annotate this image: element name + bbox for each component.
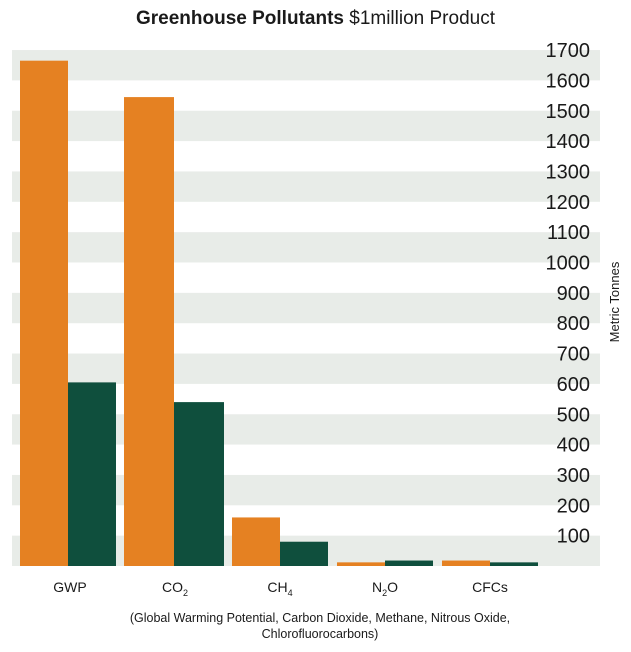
chart-title-bold: Greenhouse Pollutants	[135, 8, 344, 29]
grid-band	[12, 50, 600, 81]
bar-orange	[232, 517, 280, 566]
y-tick-label: 1300	[546, 161, 591, 183]
bar-green	[174, 402, 224, 566]
grid-band	[12, 292, 600, 324]
category-base: GWP	[53, 579, 86, 595]
y-tick-label: 1500	[546, 101, 591, 123]
y-tick-label: 800	[557, 313, 590, 335]
y-tick-labels: 100 200 300 400 500 600 700 800 900 1000 1100 1200 1…	[546, 40, 591, 548]
category-base: CFCs	[472, 579, 508, 595]
y-tick-label: 500	[557, 404, 590, 426]
y-axis-title: Metric Tonnes	[607, 261, 622, 342]
bar-green	[385, 560, 433, 566]
bar-orange	[20, 60, 68, 567]
y-tick-label: 300	[557, 465, 590, 487]
category-base: CH	[267, 579, 287, 595]
caption-line-2: Chlorofluorocarbons)	[261, 627, 379, 641]
category-base: N	[372, 579, 382, 595]
y-tick-label: 700	[557, 344, 590, 366]
y-tick-label: 1200	[546, 192, 591, 214]
x-category-label: GWP	[53, 579, 86, 595]
bar-green	[280, 541, 328, 566]
bar-orange	[337, 562, 385, 566]
y-tick-label: 1600	[546, 70, 591, 92]
chart-caption: (Global Warming Potential, Carbon Dioxid…	[40, 610, 600, 642]
y-tick-label: 1000	[546, 253, 591, 275]
category-subscript: 2	[183, 588, 188, 598]
category-subscript: 2	[382, 588, 387, 598]
category-tail: O	[387, 579, 398, 595]
x-category-label: CH4	[267, 579, 292, 598]
y-tick-label: 100	[557, 526, 590, 548]
category-subscript: 4	[288, 588, 293, 598]
y-tick-label: 900	[557, 283, 590, 305]
y-tick-label: 400	[557, 435, 590, 457]
grid-band	[12, 171, 600, 202]
bar-orange	[442, 560, 490, 566]
bar-green	[490, 562, 538, 566]
x-category-label: CFCs	[472, 579, 508, 595]
y-tick-label: 600	[557, 374, 590, 396]
bars	[20, 60, 538, 567]
grid-bands	[12, 50, 600, 566]
x-category-label: CO2	[162, 579, 188, 598]
y-tick-label: 1100	[547, 222, 590, 244]
caption-line-1: (Global Warming Potential, Carbon Dioxid…	[129, 611, 511, 625]
bar-orange	[124, 97, 174, 566]
y-tick-label: 1700	[546, 40, 591, 62]
y-tick-label: 1400	[546, 131, 591, 153]
y-tick-label: 200	[557, 495, 590, 517]
x-category-labels: GWP CO2 CH4 N2O CFCs	[53, 579, 508, 598]
grid-band	[12, 353, 600, 384]
chart-title: Greenhouse Pollutants $1million Product	[0, 6, 631, 32]
chart-title-rest: $1million Product	[343, 8, 495, 29]
x-category-label: N2O	[372, 579, 398, 598]
category-base: CO	[162, 579, 183, 595]
grid-band	[12, 110, 600, 142]
bar-green	[68, 382, 116, 566]
grid-band	[12, 232, 600, 263]
